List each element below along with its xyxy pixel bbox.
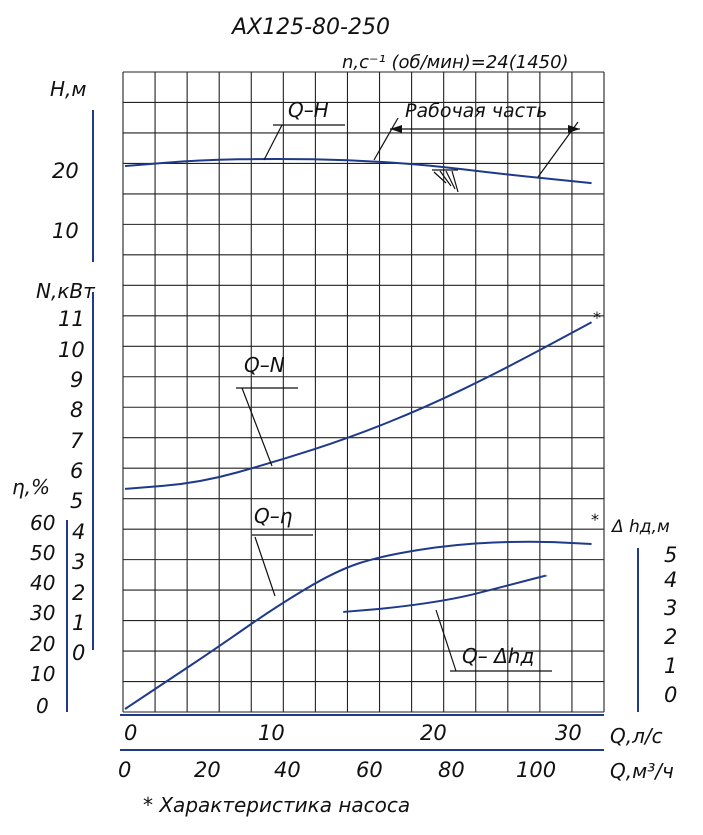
footnote: * Характеристика насоса xyxy=(143,793,410,817)
curve-annotations: Q–H Рабочая часть Q–N Q–η Q– Δhд * * xyxy=(236,98,601,672)
dh-tick: 5 xyxy=(664,543,677,567)
q-m3h-tick: 0 xyxy=(118,758,131,782)
n-tick: 5 xyxy=(70,489,83,513)
qeta-curve xyxy=(124,540,592,710)
q-ls-tick: 10 xyxy=(258,721,285,745)
q-m3h-tick: 40 xyxy=(274,758,301,782)
eta-tick: 50 xyxy=(30,541,55,565)
h-axis-label: Н,м xyxy=(50,77,86,101)
eta-tick: 60 xyxy=(30,511,55,535)
small-tick: 1 xyxy=(72,611,85,635)
qh-label: Q–H xyxy=(288,98,329,122)
dh-tick: 4 xyxy=(664,568,677,592)
n-tick: 10 xyxy=(58,338,85,362)
n-tick: 9 xyxy=(70,368,83,392)
eta-tick: 0 xyxy=(36,694,49,718)
dh-tick: 0 xyxy=(664,683,677,707)
n-axis-ticks: 11 10 9 8 7 6 5 xyxy=(58,307,85,513)
eta-tick: 10 xyxy=(30,662,55,686)
q-m3h-tick: 20 xyxy=(194,758,221,782)
q-ls-tick: 0 xyxy=(124,721,137,745)
q-m3h-tick: 80 xyxy=(438,758,465,782)
grid-lines xyxy=(123,72,604,712)
dh-axis-ticks: 5 4 3 2 1 0 xyxy=(664,543,677,707)
qh-leader xyxy=(263,124,283,161)
q-m3h-tick: 60 xyxy=(356,758,383,782)
n-tick: 8 xyxy=(70,398,83,422)
h-tick: 10 xyxy=(52,219,79,243)
work-leader-right xyxy=(537,121,579,178)
left-small-ticks: 4 3 2 1 0 xyxy=(72,520,85,665)
work-range-label: Рабочая часть xyxy=(405,100,547,122)
eta-tick: 30 xyxy=(30,601,55,625)
h-axis-ticks: 20 10 xyxy=(52,159,79,243)
small-tick: 3 xyxy=(72,550,85,574)
q-m3h-ticks: 0 20 40 60 80 100 xyxy=(118,758,556,782)
n-tick: 6 xyxy=(70,459,83,483)
eta-axis-ticks: 60 50 40 30 20 10 0 xyxy=(30,511,55,718)
q-m3h-axis-label: Q,м³/ч xyxy=(610,759,674,783)
dh-tick: 3 xyxy=(664,596,677,620)
h-tick: 20 xyxy=(52,159,79,183)
q-m3h-tick: 100 xyxy=(516,758,556,782)
qdh-curve xyxy=(343,574,547,613)
q-ls-axis-label: Q,л/с xyxy=(610,724,663,748)
n-axis-label: N,кВт xyxy=(36,279,96,303)
n-tick: 7 xyxy=(70,429,84,453)
eta-axis-label: η,% xyxy=(12,475,50,499)
dh-tick: 1 xyxy=(664,654,677,678)
eta-tick: 20 xyxy=(30,632,55,656)
small-tick: 0 xyxy=(72,641,85,665)
n-tick: 11 xyxy=(58,307,85,331)
qn-label: Q–N xyxy=(244,353,285,377)
work-arrow-left xyxy=(390,125,402,133)
chart-grid xyxy=(122,71,605,713)
qeta-label: Q–η xyxy=(254,504,293,528)
small-tick: 2 xyxy=(72,581,85,605)
chart-subtitle: n,c⁻¹ (об/мин)=24(1450) xyxy=(342,52,569,73)
qdh-label: Q– Δhд xyxy=(462,644,534,668)
q-ls-tick: 20 xyxy=(420,721,447,745)
dh-axis-label: Δ hд,м xyxy=(610,517,670,537)
qn-curve xyxy=(124,321,593,490)
qn-end-star: * xyxy=(593,308,601,327)
eta-tick: 40 xyxy=(30,571,55,595)
qeta-leader xyxy=(254,536,276,597)
work-arrow-right xyxy=(568,125,580,133)
small-tick: 4 xyxy=(72,520,85,544)
chart-curves xyxy=(124,157,593,710)
dh-tick: 2 xyxy=(664,625,677,649)
work-leader-left xyxy=(373,117,399,161)
qeta-end-star: * xyxy=(591,510,599,529)
qn-leader xyxy=(241,387,273,467)
operating-point-hatch xyxy=(432,169,459,193)
chart-title: АХ125-80-250 xyxy=(230,15,390,40)
qh-curve xyxy=(124,157,592,185)
qdh-leader xyxy=(435,609,457,672)
q-ls-ticks: 0 10 20 30 xyxy=(124,721,582,745)
q-ls-tick: 30 xyxy=(555,721,582,745)
